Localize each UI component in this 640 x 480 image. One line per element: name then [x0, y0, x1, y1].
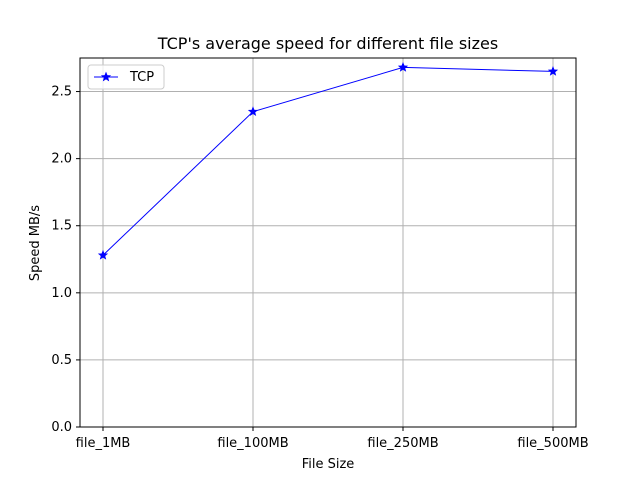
- chart-title: TCP's average speed for different file s…: [157, 34, 498, 53]
- y-tick-label: 0.0: [51, 420, 72, 435]
- axes: [79, 57, 577, 428]
- series-layer: [97, 61, 559, 260]
- x-axis-label: File Size: [302, 457, 355, 472]
- grid-lines: [80, 58, 576, 428]
- data-point-file_500MB: [547, 66, 559, 76]
- legend: TCP: [87, 64, 165, 90]
- y-tick-label: 1.5: [51, 219, 72, 234]
- data-point-file_1MB: [97, 249, 109, 260]
- legend-marker-0: [100, 71, 112, 82]
- y-axis-label: Speed MB/s: [28, 205, 43, 281]
- data-point-file_250MB: [397, 61, 409, 72]
- tick-labels: file_1MB file_100MB file_250MB file_500MB 0.…: [51, 85, 588, 451]
- x-tick-label: file_250MB: [367, 436, 438, 451]
- axes-frame: [79, 57, 577, 428]
- series-line-0: [102, 66, 554, 256]
- y-tick-label: 1.0: [51, 286, 72, 301]
- x-tick-label: file_1MB: [76, 436, 131, 451]
- data-point-file_100MB: [247, 106, 259, 117]
- y-tick-label: 2.0: [51, 152, 72, 167]
- y-tick-label: 2.5: [51, 85, 72, 100]
- y-tick-label: 0.5: [51, 353, 72, 368]
- x-tick-label: file_100MB: [217, 436, 288, 451]
- x-tick-label: file_500MB: [517, 436, 588, 451]
- legend-box: [87, 64, 165, 90]
- legend-label-0: TCP: [129, 70, 154, 85]
